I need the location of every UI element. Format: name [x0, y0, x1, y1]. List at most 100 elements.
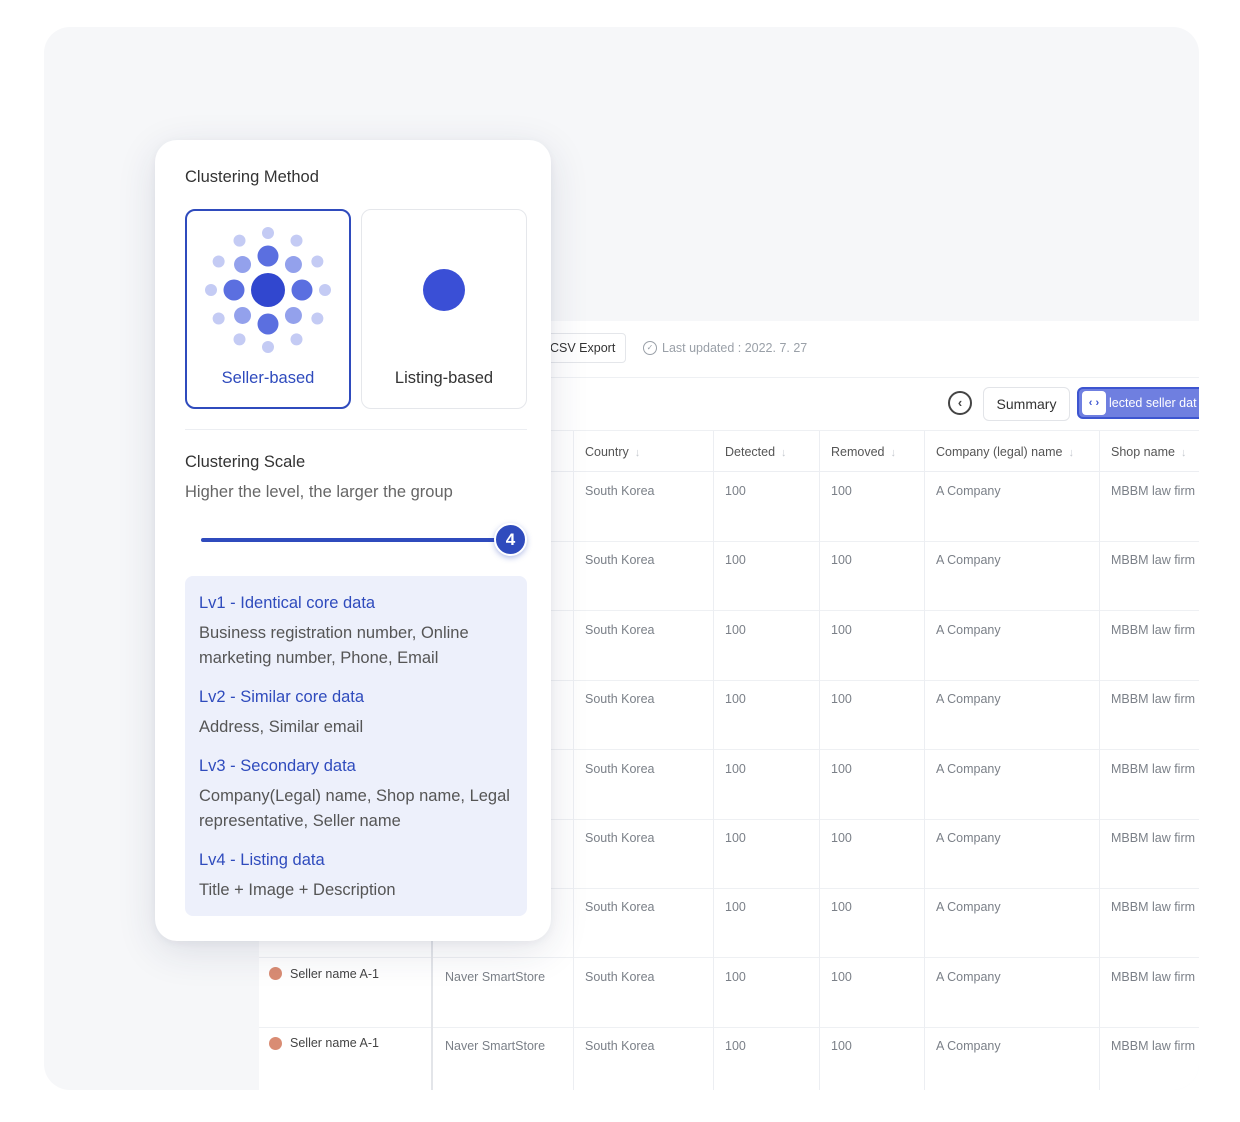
- column-header-company[interactable]: Company (legal) name ↓: [936, 445, 1074, 459]
- cluster-inner-dot: [223, 279, 245, 301]
- table-row[interactable]: South Korea 100 100 A Company MBBM law firm: [259, 541, 1199, 612]
- seller-based-label: Seller-based: [221, 369, 315, 387]
- detected-cell: 100: [725, 622, 746, 637]
- cluster-mid-dot: [234, 306, 252, 324]
- cluster-outer-dot: [319, 284, 331, 296]
- cluster-outer-dot: [262, 227, 274, 239]
- detected-cell: 100: [725, 969, 746, 984]
- cluster-outer-dot: [262, 341, 274, 353]
- column-header-country[interactable]: Country ↓: [585, 445, 641, 459]
- clustering-method-title: Clustering Method: [185, 168, 319, 186]
- level-2-title: Lv2 - Similar core data: [199, 688, 365, 706]
- table-row[interactable]: Seller name A-1 Naver SmartStore South Kor…: [259, 1027, 1199, 1090]
- country-cell: South Korea: [585, 484, 655, 498]
- listing-based-label: Listing-based: [394, 369, 494, 387]
- country-cell: South Korea: [585, 831, 655, 845]
- cluster-mid-dot: [234, 256, 252, 274]
- level-4-description: Title + Image + Description: [199, 881, 396, 899]
- removed-cell: 100: [831, 900, 852, 915]
- level-3-description: Company(Legal) name, Shop name, Legal re…: [199, 787, 510, 830]
- shop-cell: MBBM law firm: [1111, 831, 1196, 845]
- column-header-removed[interactable]: Removed ↓: [831, 445, 897, 459]
- column-header-detected[interactable]: Detected ↓: [725, 445, 787, 459]
- detected-cell: 100: [725, 1039, 746, 1054]
- selected-seller-data-button[interactable]: ‹ › lected seller dat: [1077, 387, 1199, 419]
- table-row[interactable]: South Korea 100 100 A Company MBBM law firm: [259, 819, 1199, 889]
- shop-cell: MBBM law firm: [1111, 553, 1196, 568]
- removed-cell: 100: [831, 622, 852, 637]
- sort-arrow-icon: ↓: [890, 447, 897, 459]
- level-4-title: Lv4 - Listing data: [199, 851, 325, 869]
- country-cell: South Korea: [585, 553, 655, 568]
- company-cell: A Company: [936, 484, 1001, 498]
- summary-button[interactable]: Summary: [983, 387, 1070, 421]
- country-cell: South Korea: [585, 622, 655, 637]
- table-row[interactable]: South Korea 100 100 A Company MBBM law firm: [259, 680, 1199, 751]
- platform-cell: Naver SmartStore: [445, 1039, 546, 1054]
- column-divider: [924, 431, 925, 1090]
- sort-arrow-icon: ↓: [1068, 447, 1074, 459]
- cluster-outer-dot: [311, 255, 324, 268]
- section-divider: [185, 429, 527, 430]
- level-1-title: Lv1 - Identical core data: [199, 594, 376, 612]
- sort-arrow-icon: ↓: [1180, 447, 1187, 459]
- seller-cluster-icon: [205, 227, 331, 353]
- csv-export-button[interactable]: CSV Export: [547, 333, 627, 363]
- column-divider: [819, 431, 820, 1090]
- seller-name-text: Seller name A-1: [290, 1036, 379, 1051]
- selected-seller-data-label: lected seller dat: [1109, 396, 1197, 410]
- scale-slider-track[interactable]: [201, 538, 511, 542]
- last-updated-text: Last updated : 2022. 7. 27: [662, 341, 808, 355]
- cluster-mid-dot: [284, 256, 302, 274]
- removed-cell: 100: [831, 761, 852, 776]
- cluster-inner-dot: [291, 279, 313, 301]
- cluster-mid-dot: [284, 306, 302, 324]
- seller-based-option[interactable]: Seller-based: [185, 209, 351, 409]
- check-circle-icon: ✓: [643, 341, 657, 355]
- table-row[interactable]: South Korea 100 100 A Company MBBM law firm: [259, 611, 1199, 681]
- last-updated-status: ✓ Last updated : 2022. 7. 27: [643, 341, 807, 355]
- table-row[interactable]: South Korea 100 100 A Company MBBM law firm: [259, 750, 1199, 820]
- column-divider: [573, 431, 574, 1090]
- company-cell: A Company: [936, 553, 1001, 568]
- country-cell: South Korea: [585, 900, 655, 915]
- country-cell: South Korea: [585, 969, 655, 984]
- shop-cell: MBBM law firm: [1111, 484, 1196, 498]
- country-cell: South Korea: [585, 692, 655, 707]
- detected-cell: 100: [725, 761, 746, 776]
- company-cell: A Company: [936, 622, 1001, 637]
- removed-cell: 100: [831, 831, 852, 845]
- detected-cell: 100: [725, 900, 746, 915]
- detected-cell: 100: [725, 553, 746, 568]
- removed-cell: 100: [831, 553, 852, 568]
- seller-status-dot-icon: [269, 1036, 282, 1050]
- chevron-left-icon[interactable]: ‹: [948, 391, 972, 415]
- country-cell: South Korea: [585, 1039, 655, 1054]
- column-header-shop-name[interactable]: Shop name ↓: [1111, 445, 1187, 459]
- table-row[interactable]: South Korea 100 100 A Company MBBM law firm: [259, 472, 1199, 542]
- column-divider: [1099, 431, 1100, 1090]
- table-row[interactable]: South Korea 100 100 A Company MBBM law firm: [259, 888, 1199, 959]
- company-cell: A Company: [936, 969, 1001, 984]
- cluster-inner-dot: [257, 313, 279, 335]
- shop-cell: MBBM law firm: [1111, 761, 1196, 776]
- detected-cell: 100: [725, 692, 746, 707]
- cluster-outer-dot: [212, 312, 225, 325]
- removed-cell: 100: [831, 484, 852, 498]
- level-3-title: Lv3 - Secondary data: [199, 757, 356, 775]
- company-cell: A Company: [936, 761, 1001, 776]
- seller-name-cell: Seller name A-1: [259, 1036, 379, 1050]
- cluster-outer-dot: [233, 234, 246, 247]
- seller-status-dot-icon: [269, 967, 282, 981]
- company-cell: A Company: [936, 692, 1001, 707]
- level-descriptions-panel: Lv1 - Identical core data Business regis…: [185, 576, 527, 916]
- listing-based-option[interactable]: Listing-based: [361, 209, 527, 409]
- clustering-settings-card: Clustering Method Seller-based Listing-b…: [155, 140, 551, 941]
- sort-arrow-icon: ↓: [781, 447, 787, 459]
- removed-cell: 100: [831, 1039, 852, 1054]
- shop-cell: MBBM law firm: [1111, 969, 1196, 984]
- cluster-outer-dot: [311, 312, 324, 325]
- table-row[interactable]: Seller name A-1 Naver SmartStore South Kor…: [259, 958, 1199, 1028]
- cluster-outer-dot: [290, 234, 303, 247]
- scale-slider-thumb[interactable]: 4: [494, 523, 527, 556]
